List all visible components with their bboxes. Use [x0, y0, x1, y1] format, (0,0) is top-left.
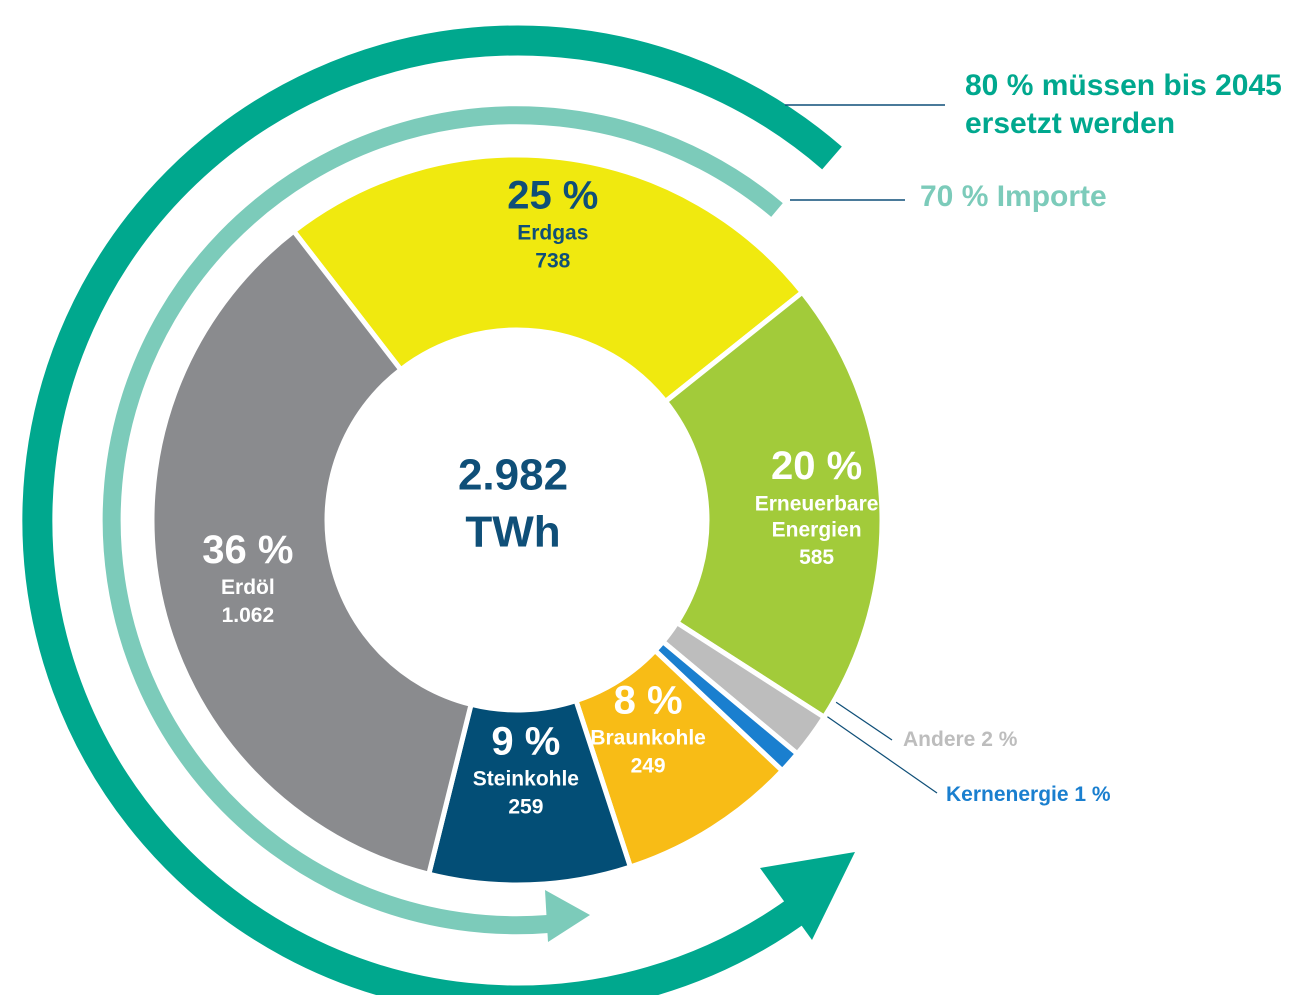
value-label: 2 % — [981, 728, 1018, 751]
category-word: Energien — [772, 518, 862, 541]
outer-arrow-head — [760, 852, 855, 940]
value-label: 36 % — [202, 528, 293, 572]
category-label: Erneuerbare Energien — [755, 492, 879, 541]
inner-arrow-arc — [102, 106, 783, 935]
category-label: Braunkohle — [590, 727, 706, 750]
annotation: 80 % müssen bis 2045 — [965, 69, 1282, 102]
amount-label: 259 — [508, 795, 543, 818]
slice-label: Kernenergie 1 % — [946, 783, 1111, 806]
amount-label: 738 — [535, 250, 570, 273]
amount-label: 249 — [631, 755, 666, 778]
category-label: Steinkohle — [473, 767, 579, 790]
value-label: 25 % — [507, 174, 598, 218]
category-label: Erdöl — [221, 576, 275, 599]
annotation: 70 % Importe — [920, 180, 1107, 213]
outer-arrow-arc — [22, 25, 842, 995]
unit: TWh — [465, 508, 560, 557]
category-word: Erneuerbare — [755, 492, 879, 515]
leader-line — [811, 705, 938, 794]
value-label: 1 % — [1074, 783, 1111, 806]
value-label: 9 % — [491, 719, 560, 763]
category-label: Erdgas — [517, 222, 588, 245]
category-label: Kernenergie — [946, 783, 1069, 806]
slice — [149, 227, 475, 878]
total: 2.982 — [458, 451, 568, 500]
annotation: ersetzt werden — [965, 107, 1175, 140]
slice-label: Andere 2 % — [903, 728, 1018, 751]
amount-label: 1.062 — [222, 604, 275, 627]
inner-arrow-head — [545, 890, 590, 942]
value-label: 20 % — [771, 444, 862, 488]
category-label: Andere — [903, 728, 975, 751]
slice — [661, 288, 885, 721]
amount-label: 585 — [799, 546, 834, 569]
slice — [290, 152, 806, 405]
value-label: 8 % — [614, 679, 683, 723]
